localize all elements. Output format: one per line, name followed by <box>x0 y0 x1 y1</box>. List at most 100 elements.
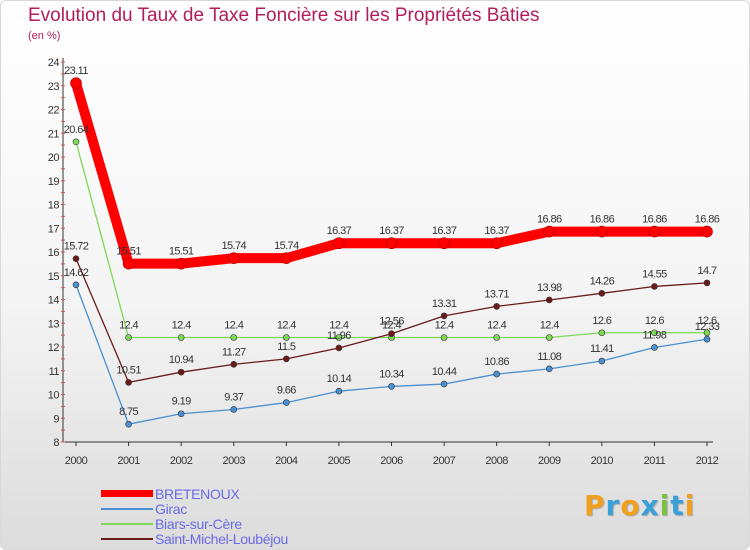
data-point <box>651 329 658 337</box>
y-tick-label: 16 <box>48 247 60 259</box>
y-tick-label: 21 <box>48 128 60 140</box>
data-label: 16.86 <box>695 214 720 226</box>
x-tick-label: 2001 <box>117 455 140 467</box>
data-point <box>596 225 608 238</box>
data-point <box>703 329 711 337</box>
legend-swatch <box>101 507 153 510</box>
data-label: 14.7 <box>697 265 716 277</box>
data-label: 12.6 <box>592 315 611 327</box>
data-label: 12.4 <box>224 320 243 332</box>
data-label: 11.96 <box>327 330 351 342</box>
brand-logo: Proxiti <box>584 489 695 522</box>
x-tick-label: 2007 <box>433 455 456 467</box>
x-tick-label: 2000 <box>65 455 88 467</box>
logo-letter: i <box>684 489 696 522</box>
y-tick-label: 8 <box>53 437 59 449</box>
y-tick-label: 20 <box>48 152 60 164</box>
logo-letter: t <box>670 489 685 522</box>
data-point <box>388 383 395 390</box>
x-tick-label: 2006 <box>380 455 403 467</box>
legend-label: BRETENOUX <box>155 485 240 502</box>
data-label: 12.6 <box>697 315 716 327</box>
data-label: 15.51 <box>116 246 141 258</box>
x-tick-label: 2010 <box>591 455 614 467</box>
data-label: 12.4 <box>329 320 348 332</box>
data-label: 10.34 <box>379 368 404 380</box>
data-point <box>227 252 240 264</box>
data-point <box>493 303 500 310</box>
data-point <box>333 237 345 250</box>
data-label: 16.37 <box>432 225 457 237</box>
logo-letter: o <box>620 489 641 522</box>
data-point <box>388 330 395 338</box>
data-label: 16.37 <box>327 225 352 237</box>
data-label: 10.14 <box>327 373 352 385</box>
data-point <box>283 334 290 341</box>
data-label: 16.86 <box>642 214 667 226</box>
data-label: 9.37 <box>224 391 243 403</box>
data-label: 10.51 <box>116 364 141 376</box>
y-tick-label: 22 <box>48 105 60 117</box>
x-tick-label: 2012 <box>696 455 719 467</box>
data-label: 12.4 <box>172 320 191 332</box>
data-label: 12.4 <box>435 320 454 332</box>
chart-title: Evolution du Taux de Taxe Foncière sur l… <box>28 5 540 26</box>
data-point <box>545 365 553 373</box>
data-point <box>701 225 713 238</box>
logo-letter: r <box>605 489 621 522</box>
data-point <box>72 138 80 146</box>
data-point <box>438 237 450 250</box>
data-label: 13.71 <box>484 288 509 300</box>
data-point <box>175 257 187 270</box>
data-point <box>283 355 290 363</box>
y-tick-label: 24 <box>48 57 60 69</box>
data-label: 12.6 <box>645 315 664 327</box>
data-point <box>545 334 553 341</box>
data-point <box>598 329 606 337</box>
y-tick-label: 15 <box>48 271 60 283</box>
y-tick-label: 12 <box>48 342 60 354</box>
logo-letter: P <box>584 489 606 522</box>
y-tick-label: 13 <box>48 318 60 330</box>
y-tick-label: 18 <box>48 200 60 212</box>
data-label: 10.44 <box>432 366 457 378</box>
data-point <box>490 237 503 250</box>
data-point <box>493 334 500 341</box>
y-tick-label: 19 <box>48 176 60 188</box>
data-point <box>703 335 711 343</box>
y-tick-label: 23 <box>48 81 60 93</box>
y-tick-label: 11 <box>49 366 60 378</box>
data-point <box>70 77 82 89</box>
data-point <box>385 237 398 250</box>
x-tick-label: 2005 <box>328 455 351 467</box>
x-tick-label: 2003 <box>223 455 246 467</box>
data-point <box>545 296 553 304</box>
data-label: 14.62 <box>64 267 89 279</box>
legend-item: BRETENOUX <box>101 485 288 502</box>
data-point <box>335 334 343 341</box>
data-point <box>283 399 290 406</box>
data-label: 8.75 <box>119 406 138 418</box>
y-tick-label: 17 <box>48 223 60 235</box>
data-label: 12.4 <box>119 320 138 332</box>
data-label: 14.26 <box>590 275 615 287</box>
y-tick-label: 10 <box>48 390 60 402</box>
x-tick-label: 2002 <box>170 455 193 467</box>
data-label: 12.4 <box>487 320 506 332</box>
x-tick-label: 2008 <box>485 455 508 467</box>
data-point <box>598 290 606 297</box>
legend-item: Girac <box>101 501 288 517</box>
data-label: 12.4 <box>382 320 401 332</box>
y-tick-label: 9 <box>53 413 59 425</box>
data-point <box>651 283 658 290</box>
unit-label: (en %) <box>28 30 61 42</box>
data-point <box>543 225 556 238</box>
data-label: 16.37 <box>484 225 509 237</box>
x-tick-label: 2004 <box>275 455 298 467</box>
data-point <box>230 361 238 368</box>
data-label: 23.11 <box>64 65 88 77</box>
data-point <box>230 406 238 413</box>
data-point <box>177 410 185 418</box>
data-point <box>230 334 238 341</box>
data-point <box>335 344 343 352</box>
